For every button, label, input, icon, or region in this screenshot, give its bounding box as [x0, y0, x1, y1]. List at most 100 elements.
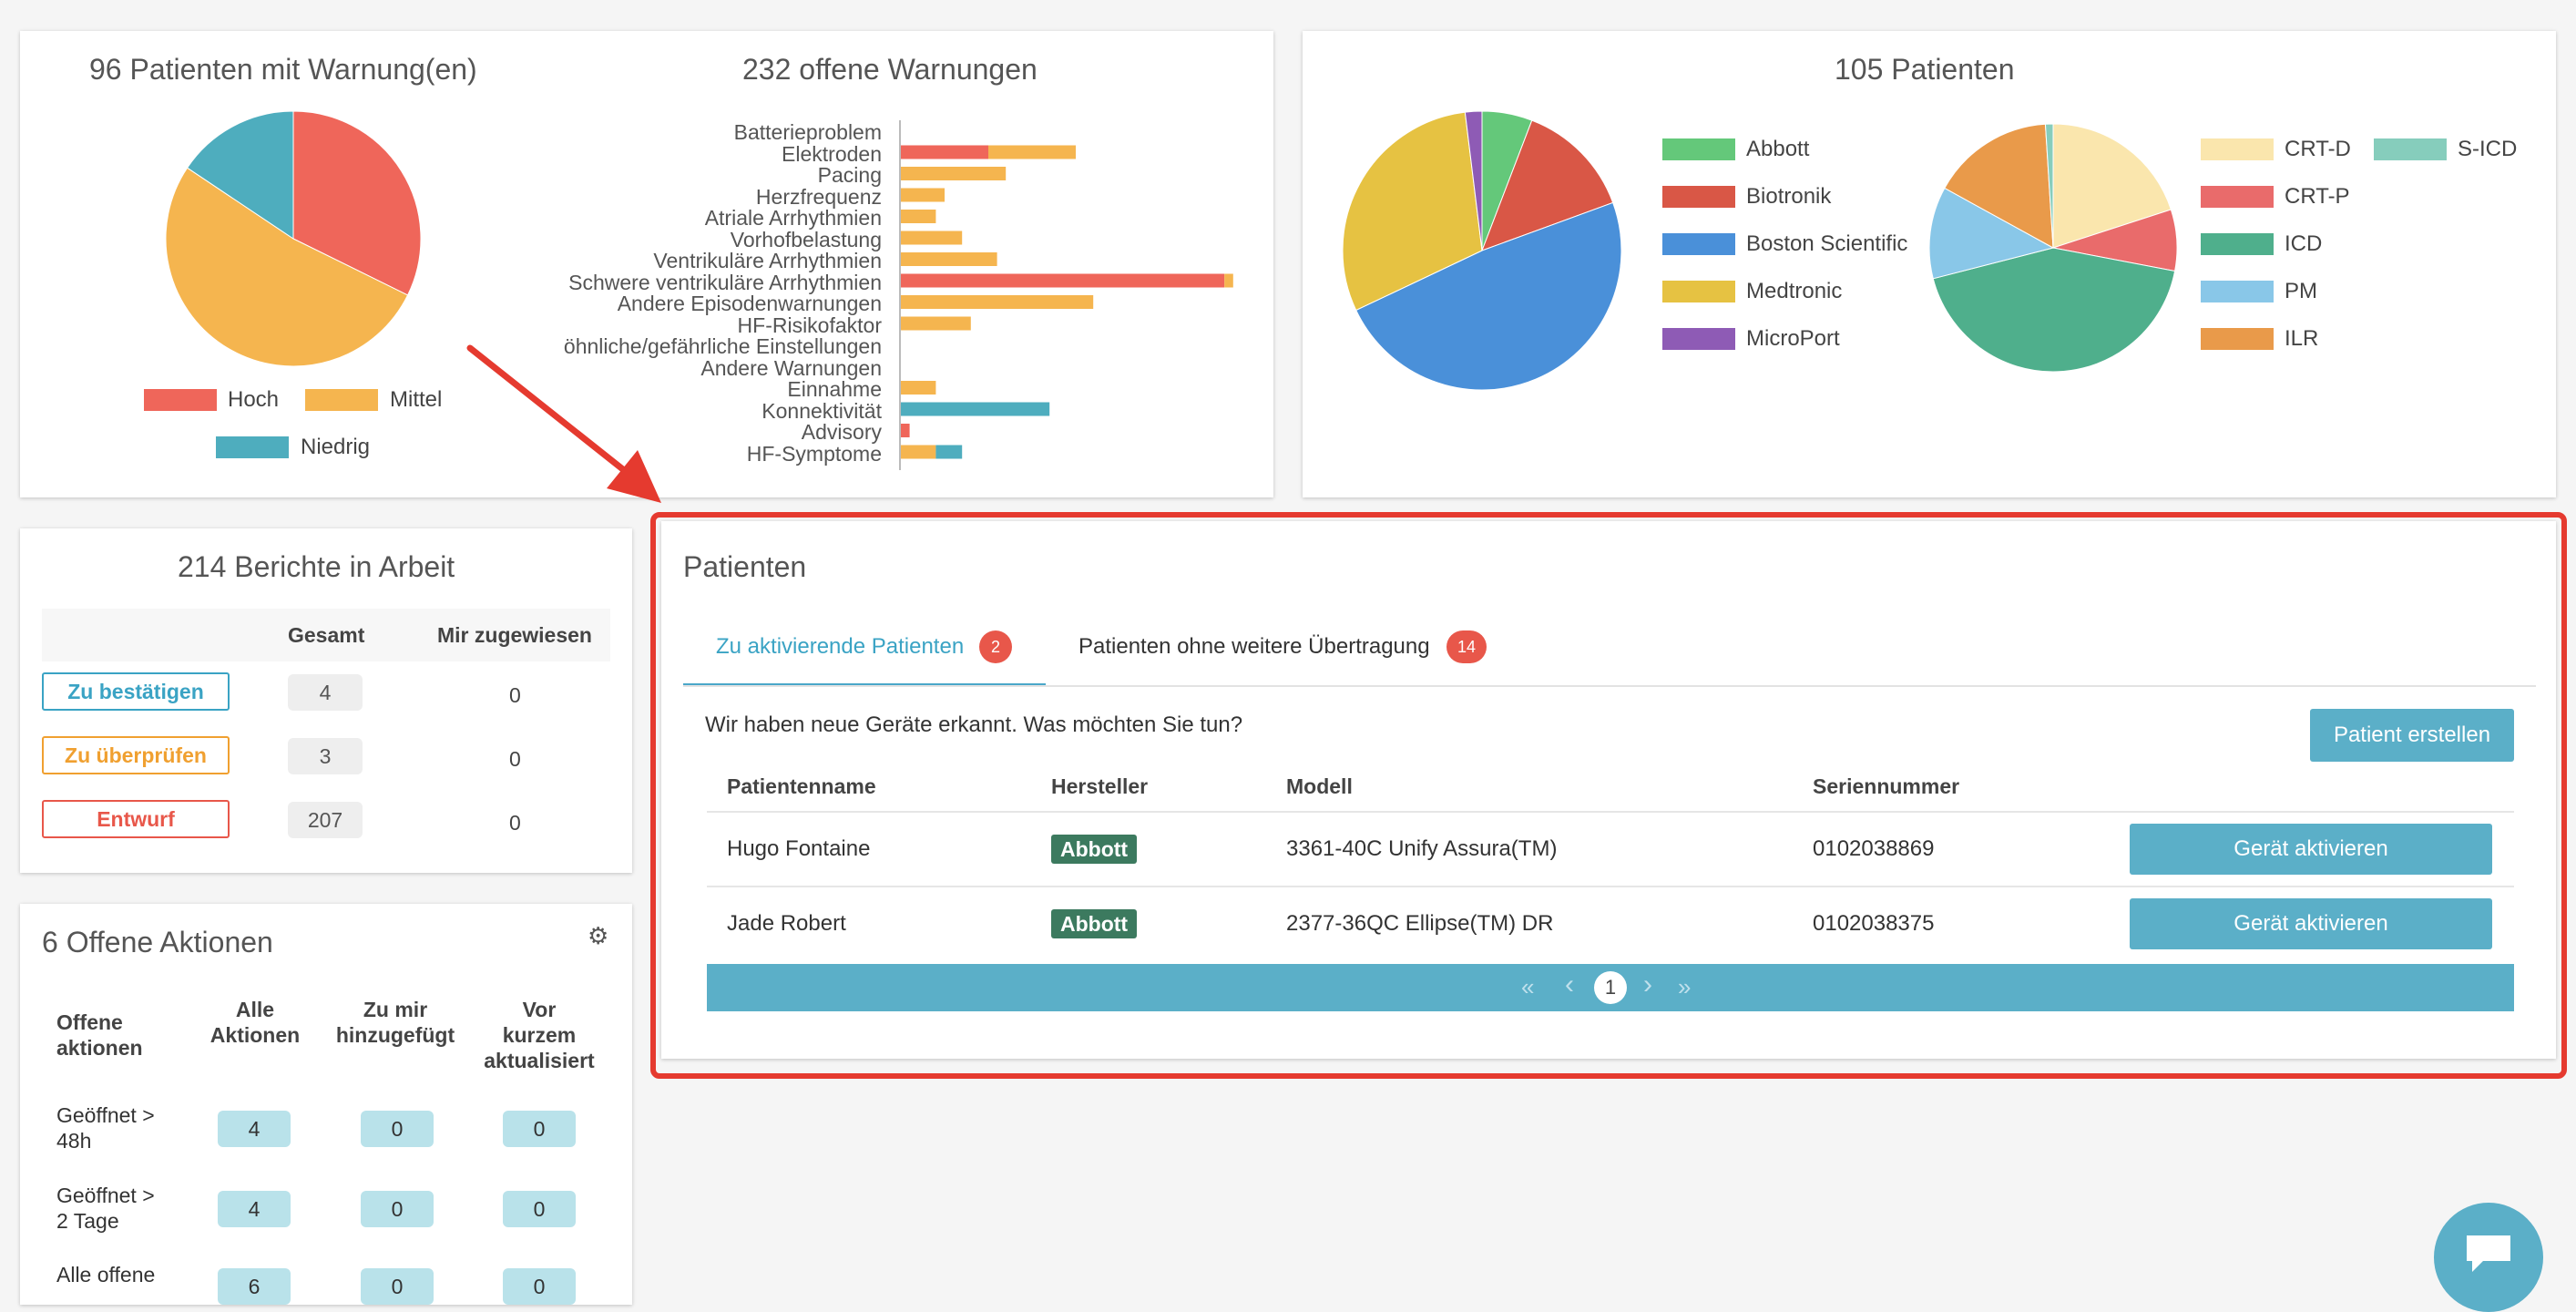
device-type-legend-swatch — [2201, 138, 2274, 160]
legend-swatch-niedrig — [216, 436, 289, 458]
device-type-legend-label: CRT-D — [2285, 137, 2351, 161]
actions-all-count[interactable]: 4 — [218, 1111, 291, 1147]
actions-all-count[interactable]: 4 — [218, 1191, 291, 1227]
device-model: 2377-36QC Ellipse(TM) DR — [1286, 911, 1554, 936]
next-page-icon[interactable]: › — [1643, 969, 1652, 999]
status-button-zu-bestaetigen[interactable]: Zu bestätigen — [42, 672, 230, 711]
actions-col-open: Offene aktionen — [56, 1010, 143, 1060]
open-warnings-title: 232 offene Warnungen — [742, 53, 1038, 86]
chat-button[interactable] — [2434, 1203, 2543, 1312]
serial-number: 0102038375 — [1813, 911, 1935, 936]
actions-added-count[interactable]: 0 — [361, 1191, 434, 1227]
last-page-icon[interactable]: » — [1678, 973, 1692, 1000]
bar-category-label: öhnliche/gefährliche Einstellungen — [563, 334, 882, 358]
bar-category-label: Einnahme — [787, 377, 882, 401]
tab-label: Zu aktivierende Patienten — [716, 634, 965, 659]
table-divider — [707, 886, 2514, 887]
manufacturer-slice-boston-scientific — [1355, 201, 1621, 390]
tab-patienten-ohne-uebertragung[interactable]: Patienten ohne weitere Übertragung 14 — [1057, 620, 1512, 683]
manufacturer-legend-swatch — [1662, 186, 1735, 208]
warning-bar-mittel — [901, 295, 1094, 309]
manufacturer-badge: Abbott — [1051, 909, 1138, 938]
status-button-entwurf[interactable]: Entwurf — [42, 800, 230, 838]
bar-category-label: Atriale Arrhythmien — [704, 206, 882, 230]
manufacturer-slice-medtronic — [1343, 111, 1483, 312]
device-type-slice-crt-d — [2052, 124, 2172, 249]
patients-panel-title: Patienten — [683, 550, 807, 583]
tab-zu-aktivierende-patienten[interactable]: Zu aktivierende Patienten 2 — [683, 620, 1046, 686]
actions-row-label: Geöffnet > 48h — [56, 1103, 155, 1153]
warning-bar-mittel — [1224, 273, 1233, 288]
reports-mine-entwurf: 0 — [509, 811, 521, 835]
device-type-legend-label: S-ICD — [2458, 137, 2518, 161]
bar-category-label: Herzfrequenz — [755, 184, 882, 209]
reports-mine-zu-bestaetigen: 0 — [509, 683, 521, 707]
bar-category-label: Konnektivität — [762, 398, 882, 423]
legend-label-mittel: Mittel — [390, 387, 443, 412]
current-page[interactable]: 1 — [1594, 971, 1627, 1004]
reports-total-entwurf: 207 — [288, 802, 363, 838]
highlight-frame — [650, 512, 2567, 1079]
serial-number: 0102038869 — [1813, 836, 1935, 861]
col-model: Modell — [1286, 774, 1353, 798]
reports-total-zu-bestaetigen: 4 — [288, 674, 363, 711]
pagination-bar: « ‹ 1 › » — [707, 964, 2514, 1011]
warning-bar-mittel — [901, 252, 997, 266]
device-type-legend-label: PM — [2285, 279, 2317, 303]
actions-recent-count[interactable]: 0 — [503, 1111, 576, 1147]
legend-swatch-hoch — [144, 389, 217, 411]
device-type-slice-icd — [1932, 247, 2176, 372]
activate-device-button[interactable]: Gerät aktivieren — [2130, 898, 2492, 949]
device-type-legend-label: CRT-P — [2285, 184, 2350, 209]
warning-bar-mittel — [901, 231, 963, 245]
bar-category-label: Schwere ventrikuläre Arrhythmien — [568, 270, 882, 294]
reports-title: 214 Berichte in Arbeit — [178, 550, 455, 583]
warnings-slice-niedrig — [186, 111, 294, 240]
prev-page-icon[interactable]: ‹ — [1565, 969, 1574, 999]
bar-category-label: Elektroden — [782, 141, 882, 166]
create-patient-button[interactable]: Patient erstellen — [2310, 709, 2514, 762]
gear-icon[interactable]: ⚙ — [588, 922, 609, 949]
tab-count-badge: 2 — [979, 630, 1012, 663]
open-warnings-bar-chart — [899, 120, 1233, 470]
warnings-slice-mittel — [166, 167, 409, 366]
reports-col-total: Gesamt — [288, 623, 365, 647]
device-type-legend-swatch — [2201, 281, 2274, 302]
bar-category-label: Batterieproblem — [733, 120, 882, 144]
manufacturer-badge: Abbott — [1051, 835, 1138, 864]
col-patient-name: Patientenname — [727, 774, 876, 798]
legend-label-hoch: Hoch — [228, 387, 280, 412]
actions-row-label: Geöffnet > 2 Tage — [56, 1184, 155, 1233]
device-type-legend-swatch — [2201, 233, 2274, 255]
tab-count-badge: 14 — [1446, 630, 1487, 663]
actions-col-all: Alle Aktionen — [210, 998, 301, 1047]
warning-bar-hoch — [901, 145, 988, 159]
bar-category-label: HF-Symptome — [746, 441, 882, 466]
actions-recent-count[interactable]: 0 — [503, 1191, 576, 1227]
first-page-icon[interactable]: « — [1521, 973, 1535, 1000]
reports-col-mine: Mir zugewiesen — [437, 623, 592, 647]
warning-bar-niedrig — [935, 445, 963, 459]
warning-bar-mittel — [901, 381, 936, 395]
warnings-slice-hoch — [292, 111, 421, 296]
patients-chart-title: 105 Patienten — [1835, 53, 2015, 86]
activate-device-button[interactable]: Gerät aktivieren — [2130, 824, 2492, 875]
warnings-pie-chart — [166, 111, 421, 366]
status-button-zu-ueberpruefen[interactable]: Zu überprüfen — [42, 736, 230, 774]
device-type-legend-swatch — [2201, 328, 2274, 350]
reports-total-zu-ueberpruefen: 3 — [288, 738, 363, 774]
device-type-slice-pm — [1929, 187, 2055, 280]
actions-added-count[interactable]: 0 — [361, 1111, 434, 1147]
manufacturer-legend-label: Abbott — [1746, 137, 1810, 161]
warning-bar-mittel — [901, 188, 945, 202]
device-type-slice-s-icd — [2044, 124, 2054, 249]
chat-icon — [2467, 1235, 2510, 1272]
warning-bar-mittel — [901, 167, 1007, 180]
manufacturer-legend-label: Medtronic — [1746, 279, 1843, 303]
table-divider — [707, 811, 2514, 813]
actions-row-label: Alle offene — [56, 1263, 156, 1286]
manufacturer-legend-swatch — [1662, 233, 1735, 255]
bar-category-label: Andere Warnungen — [700, 355, 882, 380]
manufacturer-legend-swatch — [1662, 138, 1735, 160]
